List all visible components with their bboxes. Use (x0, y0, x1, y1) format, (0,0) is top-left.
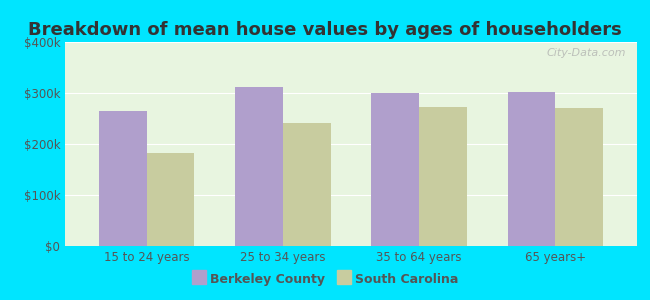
Bar (419, 107, 467, 246)
Bar (555, 108, 603, 246)
Bar (147, 153, 194, 246)
Legend: Berkeley County, South Carolina: Berkeley County, South Carolina (187, 268, 463, 291)
Bar (99, 111, 147, 246)
Bar (371, 93, 419, 246)
Text: Breakdown of mean house values by ages of householders: Breakdown of mean house values by ages o… (28, 21, 622, 39)
Bar (508, 92, 555, 246)
Bar (283, 123, 331, 246)
Bar (235, 87, 283, 246)
Text: City-Data.com: City-Data.com (546, 48, 625, 58)
